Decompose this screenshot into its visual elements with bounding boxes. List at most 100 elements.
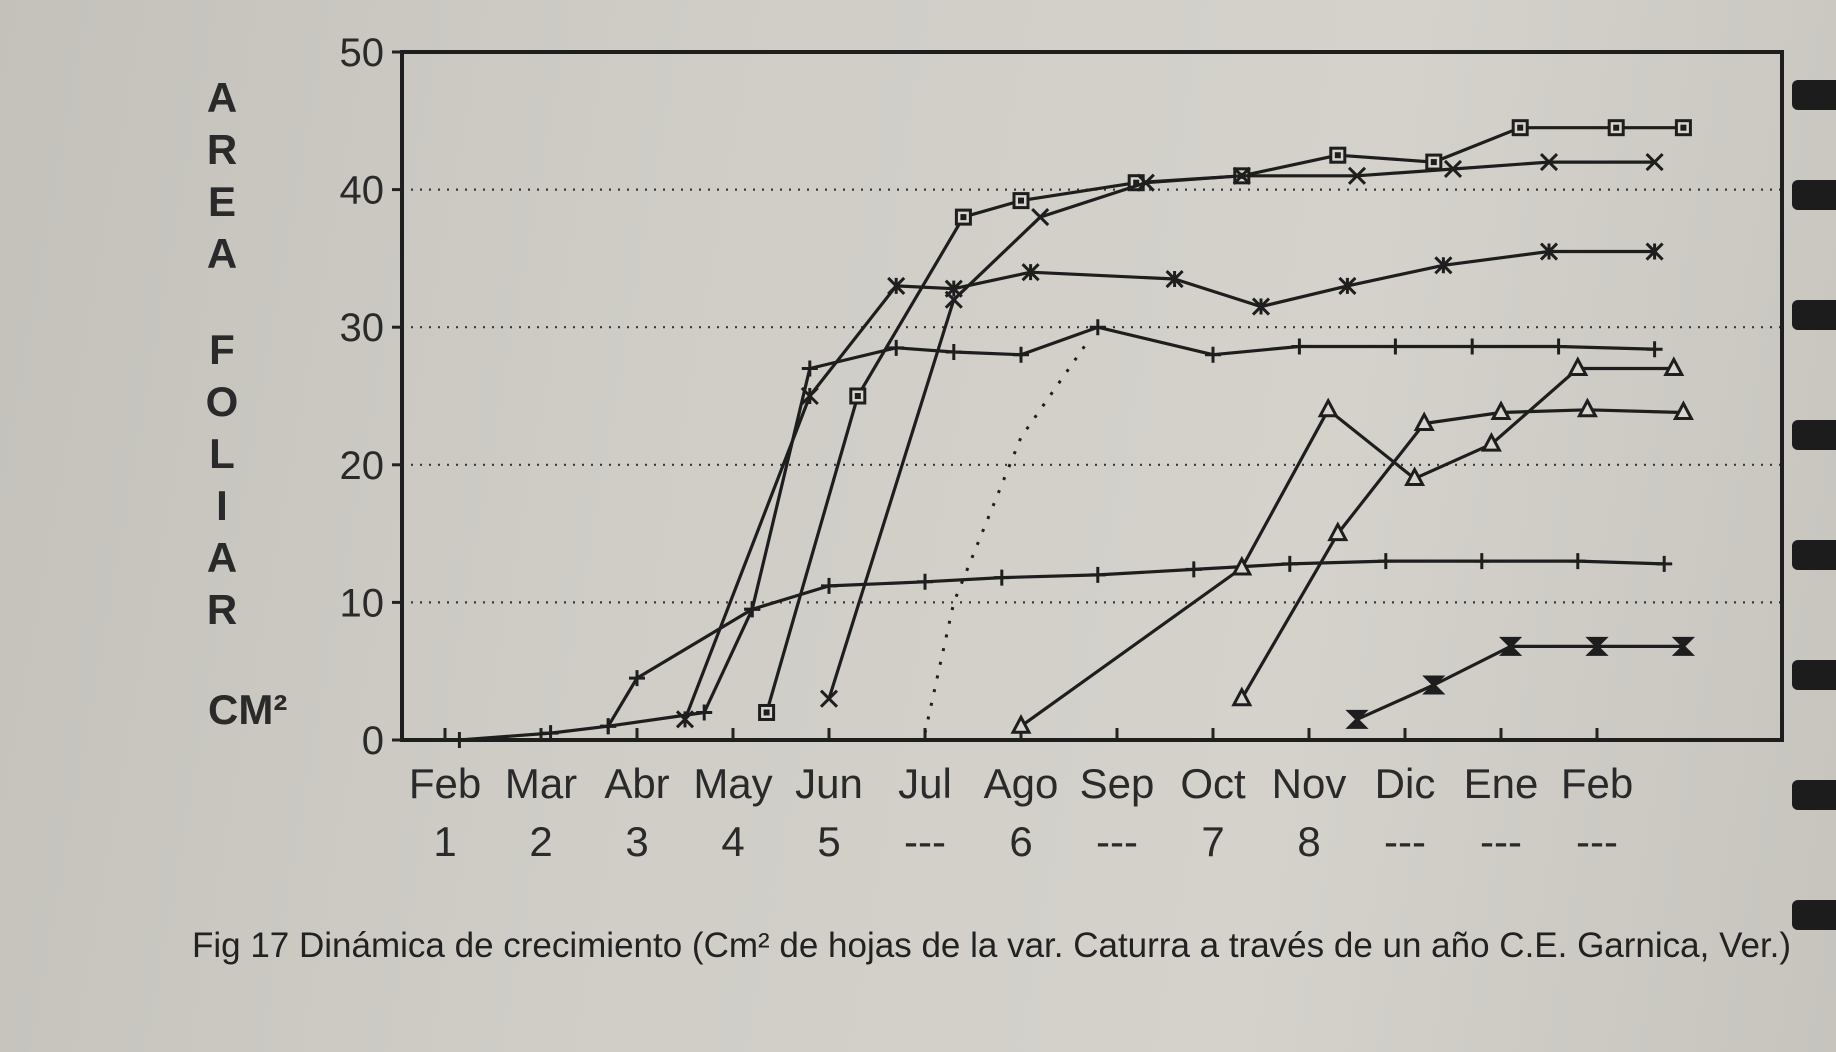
- y-axis-label-letter: A: [207, 74, 237, 121]
- data-point-marker: [1585, 636, 1609, 656]
- x-tick-label: Feb: [1561, 760, 1633, 807]
- data-point-marker: [944, 290, 963, 309]
- data-point-marker: [1317, 397, 1339, 418]
- series-line: [923, 340, 1090, 734]
- data-point-marker: [1281, 555, 1298, 572]
- x-tick-number: ---: [1480, 818, 1522, 865]
- data-point-marker: [1133, 179, 1140, 186]
- data-point-marker: [1430, 159, 1437, 166]
- x-tick-label: Ago: [984, 760, 1059, 807]
- data-point-marker: [1464, 338, 1481, 355]
- data-point-marker: [542, 725, 559, 742]
- data-point-marker: [945, 343, 962, 360]
- data-series: [758, 119, 1692, 721]
- data-point-marker: [1613, 124, 1620, 131]
- data-point-marker: [821, 577, 837, 594]
- x-tick-label: Feb: [409, 760, 481, 807]
- y-tick-label: 20: [340, 444, 385, 488]
- data-point-marker: [887, 276, 906, 295]
- y-tick-label: 0: [362, 719, 384, 763]
- data-point-marker: [1490, 400, 1512, 421]
- y-axis-label-letter: L: [209, 430, 235, 477]
- data-point-marker: [1231, 555, 1253, 576]
- data-point-marker: [1480, 431, 1502, 452]
- x-tick-number: 1: [433, 818, 456, 865]
- data-point-marker: [1010, 714, 1032, 734]
- data-point-marker: [1680, 124, 1687, 131]
- x-tick-number: ---: [1576, 818, 1618, 865]
- x-tick-number: 6: [1009, 818, 1032, 865]
- data-point-marker: [1413, 411, 1435, 432]
- y-tick-label: 40: [340, 169, 385, 213]
- data-point-marker: [1347, 166, 1367, 185]
- x-tick-number: 8: [1297, 818, 1320, 865]
- binding-ring: [1792, 80, 1836, 110]
- data-series: [1231, 397, 1694, 707]
- series-line: [765, 126, 1684, 713]
- data-series: [923, 340, 1090, 734]
- data-point-marker: [888, 339, 905, 356]
- y-tick-label: 50: [340, 31, 385, 75]
- data-point-marker: [800, 386, 819, 406]
- binding-ring: [1792, 540, 1836, 570]
- x-tick-number: ---: [1384, 818, 1426, 865]
- x-tick-label: Sep: [1080, 760, 1155, 807]
- data-point-marker: [1089, 566, 1106, 583]
- data-point-marker: [1443, 159, 1463, 179]
- data-point-marker: [1473, 553, 1490, 570]
- data-point-marker: [1338, 276, 1357, 295]
- data-point-marker: [1404, 466, 1426, 487]
- data-point-marker: [1672, 400, 1694, 421]
- data-point-marker: [1539, 153, 1559, 172]
- data-point-marker: [1645, 242, 1664, 261]
- y-axis-label-letter: E: [208, 178, 236, 225]
- x-tick-number: ---: [904, 818, 946, 865]
- data-point-marker: [1205, 346, 1221, 363]
- figure-caption: Fig 17 Dinámica de crecimiento (Cm² de h…: [192, 926, 1792, 965]
- data-point-marker: [1569, 553, 1586, 570]
- data-point-marker: [675, 710, 695, 729]
- x-tick-number: 7: [1201, 818, 1224, 865]
- series-line: [606, 325, 1655, 728]
- data-point-marker: [1539, 242, 1559, 261]
- y-axis-label-letter: I: [216, 482, 228, 529]
- data-point-marker: [1185, 561, 1202, 578]
- data-point-marker: [1231, 686, 1253, 707]
- x-tick-label: May: [693, 760, 772, 807]
- binding-ring: [1792, 660, 1836, 690]
- y-axis-label-letter: A: [207, 534, 237, 581]
- data-point-marker: [1377, 553, 1394, 570]
- data-point-marker: [1291, 338, 1308, 355]
- x-tick-label: Ene: [1464, 760, 1539, 807]
- x-tick-number: 4: [721, 818, 744, 865]
- x-tick-label: Mar: [505, 760, 577, 807]
- data-point-marker: [1517, 124, 1524, 131]
- x-tick-number: 3: [625, 818, 648, 865]
- data-point-marker: [629, 670, 645, 687]
- series-line: [1356, 644, 1684, 721]
- y-axis-label-letter: R: [207, 586, 237, 633]
- data-point-marker: [1646, 341, 1663, 358]
- data-point-marker: [1498, 636, 1523, 656]
- data-point-marker: [917, 573, 933, 590]
- binding-ring: [1792, 420, 1836, 450]
- data-point-marker: [1136, 173, 1155, 192]
- data-point-marker: [1334, 152, 1341, 159]
- binding-ring: [1792, 900, 1836, 930]
- data-point-marker: [1576, 397, 1598, 418]
- data-point-marker: [854, 393, 861, 399]
- data-point-marker: [1018, 197, 1024, 204]
- data-point-marker: [1567, 356, 1589, 376]
- binding-ring: [1792, 180, 1836, 210]
- data-point-marker: [744, 601, 761, 618]
- series-line: [459, 559, 1665, 742]
- data-point-marker: [1663, 356, 1685, 376]
- data-point-marker: [1656, 555, 1673, 572]
- data-point-marker: [1251, 297, 1271, 316]
- data-series: [1345, 636, 1696, 729]
- data-point-marker: [763, 709, 770, 716]
- data-point-marker: [1232, 166, 1251, 185]
- y-tick-label: 30: [340, 306, 385, 350]
